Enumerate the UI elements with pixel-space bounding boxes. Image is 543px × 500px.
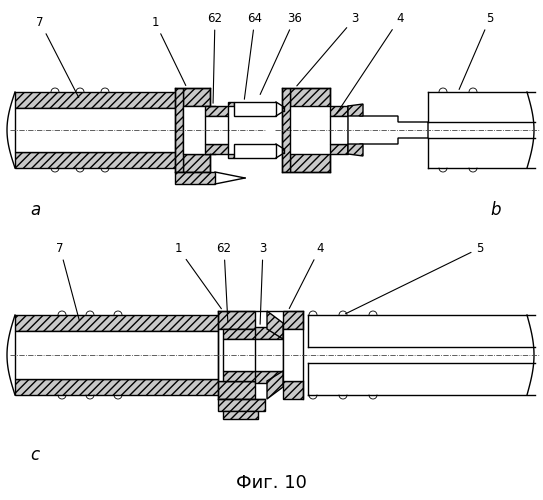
Text: a: a <box>30 201 40 219</box>
Polygon shape <box>223 339 267 371</box>
Text: 62: 62 <box>217 242 231 322</box>
Text: 3: 3 <box>260 242 267 324</box>
Polygon shape <box>223 329 267 339</box>
Polygon shape <box>218 329 255 381</box>
Text: 7: 7 <box>56 242 79 320</box>
Polygon shape <box>283 381 303 399</box>
Polygon shape <box>255 371 283 383</box>
Polygon shape <box>15 331 225 379</box>
Text: b: b <box>490 201 501 219</box>
Polygon shape <box>15 108 190 152</box>
Polygon shape <box>205 106 228 116</box>
Polygon shape <box>183 106 210 154</box>
Polygon shape <box>15 379 225 395</box>
Text: 4: 4 <box>289 242 324 308</box>
Polygon shape <box>15 92 190 108</box>
Text: 7: 7 <box>36 16 79 98</box>
Polygon shape <box>228 154 234 158</box>
Polygon shape <box>283 329 303 381</box>
Polygon shape <box>330 144 348 154</box>
Polygon shape <box>183 88 210 106</box>
Polygon shape <box>205 144 228 154</box>
Text: 5: 5 <box>459 12 494 90</box>
Polygon shape <box>283 311 303 329</box>
Polygon shape <box>348 104 363 116</box>
Text: 3: 3 <box>297 12 359 86</box>
Polygon shape <box>218 399 265 411</box>
Polygon shape <box>234 102 276 116</box>
Text: c: c <box>30 446 39 464</box>
Polygon shape <box>330 106 348 116</box>
Polygon shape <box>282 88 290 172</box>
Polygon shape <box>183 154 210 172</box>
Text: 36: 36 <box>260 12 302 94</box>
Polygon shape <box>255 327 283 339</box>
Polygon shape <box>267 371 283 399</box>
Text: 1: 1 <box>151 16 186 86</box>
Polygon shape <box>228 102 234 106</box>
Polygon shape <box>218 311 255 329</box>
Text: Фиг. 10: Фиг. 10 <box>236 474 306 492</box>
Polygon shape <box>223 411 258 419</box>
Polygon shape <box>218 381 255 399</box>
Text: 5: 5 <box>345 242 484 314</box>
Polygon shape <box>267 311 283 339</box>
Text: 4: 4 <box>337 12 404 114</box>
Text: 62: 62 <box>207 12 223 103</box>
Polygon shape <box>175 172 215 184</box>
Polygon shape <box>15 315 225 331</box>
Polygon shape <box>234 144 276 158</box>
Polygon shape <box>348 106 428 154</box>
Polygon shape <box>290 154 330 172</box>
Polygon shape <box>255 339 283 371</box>
Polygon shape <box>205 116 228 144</box>
Polygon shape <box>223 371 267 381</box>
Polygon shape <box>290 88 330 106</box>
Polygon shape <box>175 88 183 172</box>
Text: 1: 1 <box>174 242 222 308</box>
Polygon shape <box>348 144 363 156</box>
Text: 64: 64 <box>244 12 262 99</box>
Polygon shape <box>330 116 348 144</box>
Polygon shape <box>15 152 190 168</box>
